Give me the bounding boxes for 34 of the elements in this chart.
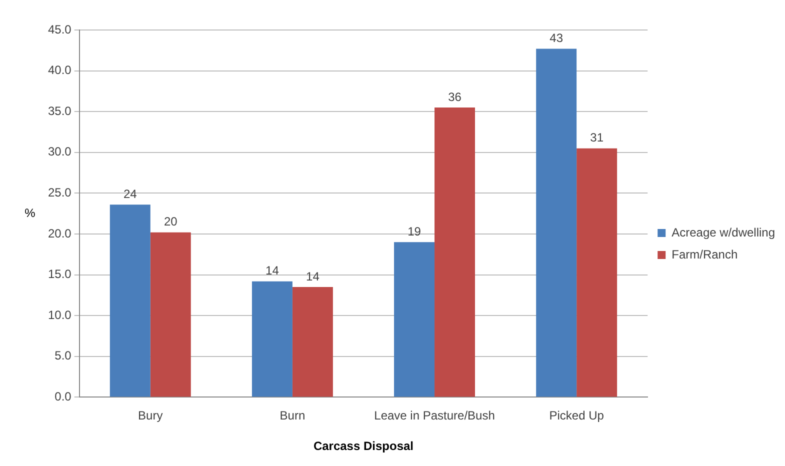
bar <box>150 232 191 397</box>
bar <box>110 204 150 397</box>
x-tick-label: Picked Up <box>549 408 604 423</box>
x-tick-label: Leave in Pasture/Bush <box>374 408 495 423</box>
y-tick-label: 35.0 <box>48 104 72 118</box>
data-label: 20 <box>164 214 178 229</box>
data-label: 24 <box>123 186 138 201</box>
data-label: 14 <box>306 269 320 284</box>
x-tick-label: Burn <box>280 408 306 423</box>
legend-label: Farm/Ranch <box>672 247 738 262</box>
bar <box>536 48 577 397</box>
bar <box>576 148 618 397</box>
bar <box>252 281 292 397</box>
y-tick-label: 40.0 <box>48 63 72 78</box>
bar <box>394 242 435 397</box>
data-label: 36 <box>448 90 462 104</box>
y-tick-label: 45.0 <box>48 22 72 36</box>
y-tick-label: 25.0 <box>48 186 72 200</box>
y-tick-label: 5.0 <box>54 348 72 363</box>
bar <box>434 108 476 397</box>
data-label: 14 <box>266 264 280 278</box>
y-tick-label: 15.0 <box>48 267 72 282</box>
data-label: 43 <box>550 31 564 46</box>
y-tick-label: 30.0 <box>48 144 72 159</box>
data-label: 19 <box>408 224 422 238</box>
y-tick-label: 0.0 <box>54 390 72 404</box>
y-tick-label: 10.0 <box>48 308 72 322</box>
legend-label: Acreage w/dwelling <box>672 225 775 240</box>
y-axis-title: % <box>24 206 36 220</box>
x-axis-title: Carcass Disposal <box>313 439 414 454</box>
bar <box>292 287 333 397</box>
data-label: 31 <box>590 130 604 145</box>
x-tick-label: Bury <box>138 408 163 423</box>
y-tick-label: 20.0 <box>48 226 72 240</box>
